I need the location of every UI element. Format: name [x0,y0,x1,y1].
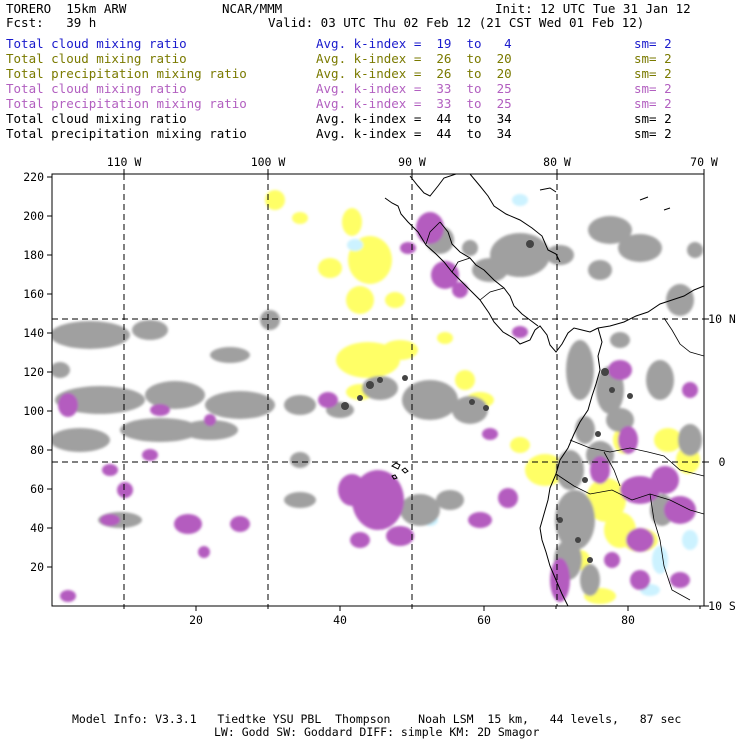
legend-sm-5: sm= 2 [634,111,672,126]
field-dark-cores [341,240,633,563]
y-tick-label: 60 [30,482,44,496]
footer-model-info: Model Info: V3.3.1 Tiedtke YSU PBL Thomp… [72,712,682,726]
legend-sm-1: sm= 2 [634,51,672,66]
legend-field-2: Total precipitation mixing ratio [6,66,247,81]
legend-kindex-1: Avg. k-index = 26 to 20 [316,51,512,66]
y-tick-label: 200 [23,209,44,223]
y-tick-label: 40 [30,521,44,535]
x-tick-label: 60 [477,613,491,627]
x-tick-label: 80 [621,613,635,627]
legend-field-4: Total precipitation mixing ratio [6,96,247,111]
legend-kindex-6: Avg. k-index = 44 to 34 [316,126,512,141]
y-tick-label: 180 [23,248,44,262]
legend-sm-4: sm= 2 [634,96,672,111]
map-frame [51,173,705,607]
lon-label: 110 W [107,155,142,169]
legend-field-5: Total cloud mixing ratio [6,111,187,126]
lat-label: 0 [719,455,726,469]
legend-sm-2: sm= 2 [634,66,672,81]
legend-kindex-5: Avg. k-index = 44 to 34 [316,111,512,126]
y-tick-label: 20 [30,560,44,574]
legend-field-3: Total cloud mixing ratio [6,81,187,96]
legend-sm-6: sm= 2 [634,126,672,141]
y-tick-label: 100 [23,404,44,418]
y-tick-label: 160 [23,287,44,301]
x-tick-label: 20 [189,613,203,627]
legend-field-6: Total precipitation mixing ratio [6,126,247,141]
legend-sm-0: sm= 2 [634,36,672,51]
lat-label: 10 N [708,312,736,326]
legend-kindex-4: Avg. k-index = 33 to 25 [316,96,512,111]
lon-label: 100 W [251,155,286,169]
valid-time: Valid: 03 UTC Thu 02 Feb 12 (21 CST Wed … [268,15,645,30]
legend-kindex-2: Avg. k-index = 26 to 20 [316,66,512,81]
y-tick-label: 220 [23,170,44,184]
legend-kindex-3: Avg. k-index = 33 to 25 [316,81,512,96]
legend-sm-3: sm= 2 [634,81,672,96]
coastline [384,174,704,606]
legend-field-1: Total cloud mixing ratio [6,51,187,66]
y-tick-label: 140 [23,326,44,340]
lon-label: 90 W [398,155,426,169]
field-purple [58,212,698,602]
lat-lon-grid [52,174,704,606]
forecast-hour: Fcst: 39 h [6,15,97,30]
legend-kindex-0: Avg. k-index = 19 to 4 [316,36,512,51]
lon-label: 80 W [543,155,571,169]
y-tick-label: 80 [30,443,44,457]
init-time: Init: 12 UTC Tue 31 Jan 12 [495,1,691,16]
legend-field-0: Total cloud mixing ratio [6,36,187,51]
footer-physics: LW: Godd SW: Goddard DIFF: simple KM: 2D… [214,725,540,739]
y-tick-label: 120 [23,365,44,379]
model-title: TORERO 15km ARW [6,1,127,16]
x-tick-label: 40 [333,613,347,627]
center-label: NCAR/MMM [222,1,283,16]
lon-label: 70 W [690,155,718,169]
lat-label: 10 S [708,599,736,613]
